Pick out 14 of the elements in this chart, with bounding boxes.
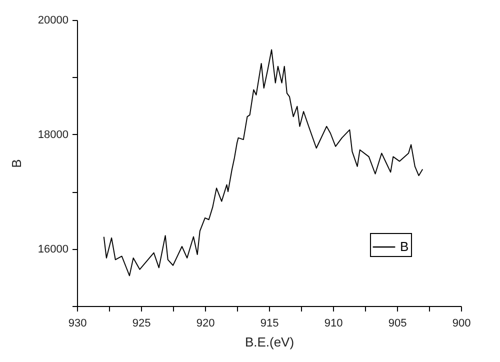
x-tick-label: 925 [132,318,151,330]
legend-label: B [400,239,409,254]
x-tick-label: 900 [452,318,471,330]
line-series [103,49,424,276]
x-tick-label: 905 [388,318,407,330]
x-tick-label: 930 [68,318,87,330]
x-tick-label: 915 [260,318,279,330]
y-tick-label: 16000 [38,243,68,256]
x-tick-label: 910 [324,318,343,330]
y-tick-label: 20000 [38,14,68,26]
x-tick-label: 920 [196,318,215,330]
y-tick-label: 18000 [38,128,68,141]
y-axis-title: B [8,159,24,168]
x-axis-title: B.E.(eV) [244,334,294,350]
